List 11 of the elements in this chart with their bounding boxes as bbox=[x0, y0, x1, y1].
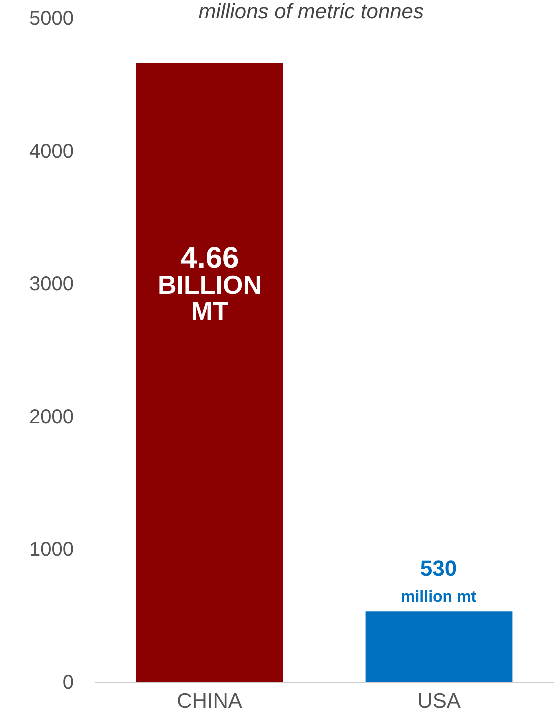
y-tick-label: 4000 bbox=[30, 140, 74, 163]
y-tick-label: 3000 bbox=[30, 274, 74, 296]
y-tick-label: 0 bbox=[62, 672, 74, 694]
y-tick-label: 5000 bbox=[30, 8, 74, 30]
x-tick-label: USA bbox=[418, 690, 461, 714]
y-tick-label: 1000 bbox=[30, 539, 74, 562]
chart-title: millions of metric tonnes bbox=[198, 0, 424, 24]
y-tick-label: 2000 bbox=[30, 406, 74, 428]
annotation: 530 million mt bbox=[401, 556, 478, 606]
annotation: 4.66 BILLION MT bbox=[158, 242, 262, 326]
x-tick-label: CHINA bbox=[177, 690, 242, 714]
